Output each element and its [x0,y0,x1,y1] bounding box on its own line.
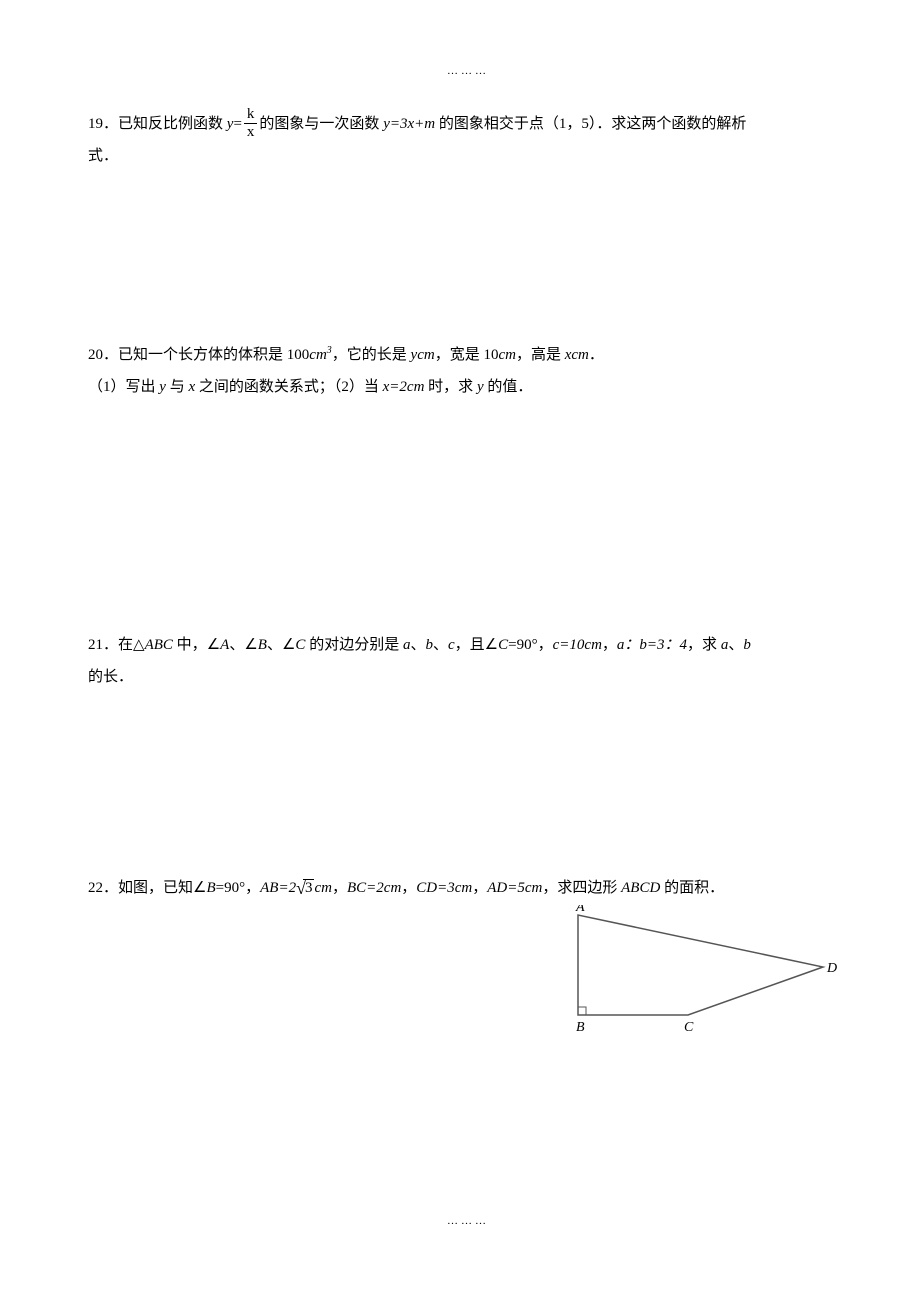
text: 已知反比例函数 [118,116,227,132]
numerator: k [244,107,258,124]
sep: 、 [728,637,743,653]
text: 的面积． [660,880,724,896]
page-content: ……… 19．已知反比例函数 y=kx的图象与一次函数 y=3x+m 的图象相交… [88,0,848,1302]
text: 如图，已知 [118,880,193,896]
equals: = [233,116,241,132]
text: ， [602,637,617,653]
var-b: b [425,637,433,653]
angle-c-90: ∠C=90° [485,637,538,653]
svg-text:B: B [576,1020,585,1035]
text: ． [589,347,604,363]
angle-a: ∠A [207,637,230,653]
c-10cm: c=10cm [553,637,602,653]
fraction-k-over-x: kx [244,107,258,140]
var-y: y [159,379,166,395]
xcm: xcm [565,347,589,363]
cd-value: CD=3cm [416,880,472,896]
problem-number: 19． [88,116,118,132]
text: 的长． [88,669,133,685]
sep: 、 [410,637,425,653]
text: ， [332,880,347,896]
text: ， [538,637,553,653]
text: （1）写出 [88,379,159,395]
var-c: c [448,637,455,653]
text: ， [401,880,416,896]
sep: 、 [229,637,244,653]
svg-text:C: C [684,1020,694,1035]
problem-number: 22． [88,880,118,896]
svg-text:A: A [575,905,585,915]
text: 与 [166,379,189,395]
unit-cm3: cm3 [309,347,332,363]
ad-value: AD=5cm [487,880,542,896]
text: ， [472,880,487,896]
bc-value: BC=2cm [347,880,401,896]
footer-dots: ……… [88,1215,848,1227]
ab-value: AB=2 [260,880,296,896]
a-b-ratio: a：b=3：4 [617,637,687,653]
figure-quadrilateral-abcd: A B C D [548,905,848,1055]
denominator: x [244,124,258,140]
triangle-abc: △△ABCABC [133,637,173,653]
var-y: y [477,379,484,395]
text: ，求四边形 [542,880,621,896]
cm: cm [314,880,332,896]
text: ，高是 [516,347,565,363]
angle-b-90: ∠B=90° [193,880,245,896]
text: ，宽是 10 [435,347,499,363]
linear-eq: y=3x+m [383,116,435,132]
text: 中， [173,637,207,653]
text: ，且 [455,637,485,653]
text: ，求 [687,637,721,653]
text: 的值． [484,379,533,395]
problem-number: 21． [88,637,118,653]
angle-c: ∠C [282,637,305,653]
sep: 、 [267,637,282,653]
problem-19: 19．已知反比例函数 y=kx的图象与一次函数 y=3x+m 的图象相交于点（1… [88,108,848,173]
var-b: b [743,637,751,653]
abcd: ABCD [621,880,660,896]
sqrt-3: √3 [296,870,314,908]
ycm: ycm [411,347,435,363]
quadrilateral-svg: A B C D [548,905,848,1055]
header-dots: ……… [88,65,848,77]
text: 已知一个长方体的体积是 100 [118,347,309,363]
text: 在 [118,637,133,653]
text: 之间的函数关系式；（2）当 [195,379,383,395]
text: 时，求 [424,379,477,395]
problem-21: 21．在△△ABCABC 中，∠A、∠B、∠C 的对边分别是 a、b、c，且∠C… [88,630,848,693]
text: 的图象相交于点（1，5）．求这两个函数的解析 [435,116,746,132]
angle-b: ∠B [244,637,267,653]
x-eq-2cm: x=2cm [383,379,425,395]
problem-22: 22．如图，已知∠B=90°，AB=2√3cm，BC=2cm，CD=3cm，AD… [88,870,848,908]
cm: cm [498,347,516,363]
text: ， [245,880,260,896]
problem-20: 20．已知一个长方体的体积是 100cm3，它的长是 ycm，宽是 10cm，高… [88,340,848,403]
problem-number: 20． [88,347,118,363]
text: ，它的长是 [332,347,411,363]
sep: 、 [433,637,448,653]
svg-text:D: D [826,961,837,976]
text: 式． [88,148,118,164]
text: 的图象与一次函数 [259,116,383,132]
text: 的对边分别是 [305,637,403,653]
